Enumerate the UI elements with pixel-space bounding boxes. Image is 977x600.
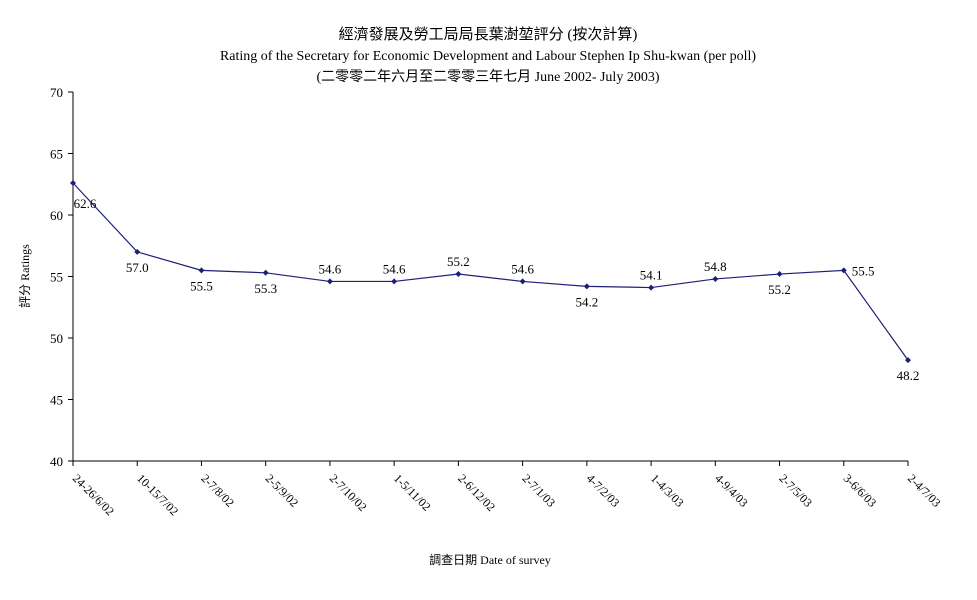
y-tick-label: 55 <box>50 270 63 285</box>
y-tick-label: 50 <box>50 331 63 346</box>
data-label: 55.3 <box>254 281 277 296</box>
x-tick-label: 4-9/4/03 <box>712 471 751 510</box>
x-tick-label: 4-7/2/03 <box>584 471 623 510</box>
data-point <box>391 278 398 285</box>
y-tick-label: 40 <box>50 454 63 469</box>
x-tick-label: 1-4/3/03 <box>648 471 687 510</box>
data-label: 62.6 <box>74 196 97 211</box>
data-label: 54.1 <box>640 268 663 283</box>
x-tick-label: 2-7/1/03 <box>519 471 558 510</box>
x-tick-label: 2-7/8/02 <box>198 471 237 510</box>
data-point <box>648 284 655 291</box>
x-tick-label: 2-4/7/03 <box>905 471 944 510</box>
x-tick-label: 24-26/6/02 <box>70 471 117 518</box>
x-tick-label: 1-5/11/02 <box>391 471 434 514</box>
data-label: 54.2 <box>575 294 598 309</box>
series-ratings <box>70 180 911 364</box>
data-label: 48.2 <box>897 368 920 383</box>
data-label: 54.6 <box>319 261 342 276</box>
x-tick-label: 2-7/5/03 <box>776 471 815 510</box>
data-label: 55.5 <box>190 278 213 293</box>
data-point <box>583 283 590 290</box>
chart-title: 經濟發展及勞工局局長葉澍堃評分 (按次計算) <box>339 25 638 43</box>
data-point <box>70 180 76 187</box>
data-label: 55.5 <box>852 263 875 278</box>
x-tick-label: 2-5/9/02 <box>263 471 302 510</box>
x-tick-label: 3-6/6/03 <box>841 471 880 510</box>
data-point <box>905 357 911 364</box>
x-ticks: 24-26/6/02 10-15/7/02 2-7/8/02 2-5/9/02 2-7/… <box>70 461 944 518</box>
x-tick-label: 10-15/7/02 <box>134 471 181 518</box>
y-tick-label: 45 <box>50 393 63 408</box>
y-tick-label: 65 <box>50 147 63 162</box>
data-labels: 62.6 57.0 55.5 55.3 54.6 54.6 55.2 54.6 54.2 54.1… <box>74 196 920 383</box>
data-point <box>455 271 462 278</box>
x-tick-label: 2-7/10/02 <box>327 471 370 514</box>
y-tick-label: 70 <box>50 85 63 100</box>
y-axis-label: 評分 Ratings <box>17 244 32 308</box>
chart-subtitle: Rating of the Secretary for Economic Dev… <box>220 49 756 64</box>
data-point <box>134 248 141 255</box>
data-point <box>840 267 847 274</box>
data-point <box>262 269 269 276</box>
chart-subtitle-period: (二零零二年六月至二零零三年七月 June 2002- July 2003) <box>317 69 660 85</box>
data-label: 57.0 <box>126 260 149 275</box>
x-axis-label: 調查日期 Date of survey <box>429 553 551 567</box>
data-point <box>198 267 205 274</box>
data-point <box>776 271 783 278</box>
data-point <box>326 278 333 285</box>
y-ticks: 40 45 50 55 60 65 70 <box>50 85 73 469</box>
data-label: 55.2 <box>768 282 791 297</box>
axes <box>72 92 908 462</box>
data-point <box>712 275 719 282</box>
data-label: 55.2 <box>447 254 470 269</box>
data-label: 54.6 <box>511 261 534 276</box>
data-label: 54.8 <box>704 259 727 274</box>
x-tick-label: 2-6/12/02 <box>455 471 498 514</box>
data-label: 54.6 <box>383 261 406 276</box>
y-tick-label: 60 <box>50 208 63 223</box>
series-line <box>72 182 909 361</box>
data-point <box>519 278 526 285</box>
